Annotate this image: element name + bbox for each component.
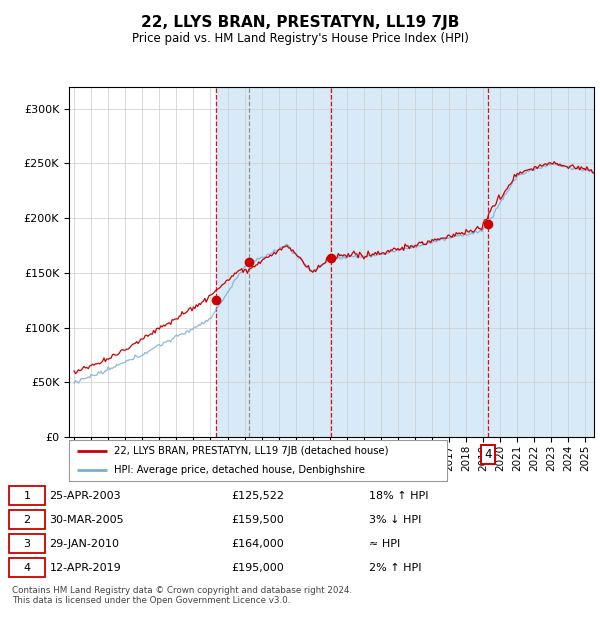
FancyBboxPatch shape: [9, 486, 45, 505]
FancyBboxPatch shape: [9, 534, 45, 553]
Text: £164,000: £164,000: [231, 539, 284, 549]
Text: £159,500: £159,500: [231, 515, 284, 525]
Text: Price paid vs. HM Land Registry's House Price Index (HPI): Price paid vs. HM Land Registry's House …: [131, 32, 469, 45]
Text: 25-APR-2003: 25-APR-2003: [49, 490, 121, 500]
Text: 2: 2: [23, 515, 31, 525]
FancyBboxPatch shape: [9, 510, 45, 529]
Text: 1: 1: [23, 490, 31, 500]
Text: 4: 4: [23, 563, 31, 573]
Text: 22, LLYS BRAN, PRESTATYN, LL19 7JB (detached house): 22, LLYS BRAN, PRESTATYN, LL19 7JB (deta…: [115, 446, 389, 456]
Text: 3: 3: [328, 448, 335, 461]
Text: 3% ↓ HPI: 3% ↓ HPI: [369, 515, 421, 525]
Text: 30-MAR-2005: 30-MAR-2005: [49, 515, 124, 525]
Text: ≈ HPI: ≈ HPI: [369, 539, 400, 549]
Text: 2% ↑ HPI: 2% ↑ HPI: [369, 563, 422, 573]
Bar: [216, 87, 594, 437]
FancyBboxPatch shape: [69, 440, 447, 480]
Text: 22, LLYS BRAN, PRESTATYN, LL19 7JB: 22, LLYS BRAN, PRESTATYN, LL19 7JB: [141, 16, 459, 30]
Text: Contains HM Land Registry data © Crown copyright and database right 2024.
This d: Contains HM Land Registry data © Crown c…: [12, 586, 352, 605]
Text: 1: 1: [212, 448, 220, 461]
Text: 29-JAN-2010: 29-JAN-2010: [49, 539, 119, 549]
Text: £195,000: £195,000: [231, 563, 284, 573]
Text: 18% ↑ HPI: 18% ↑ HPI: [369, 490, 428, 500]
Text: HPI: Average price, detached house, Denbighshire: HPI: Average price, detached house, Denb…: [115, 466, 365, 476]
Text: 12-APR-2019: 12-APR-2019: [49, 563, 121, 573]
FancyBboxPatch shape: [9, 558, 45, 577]
Text: 2: 2: [245, 448, 253, 461]
Text: 4: 4: [484, 448, 492, 461]
Text: £125,522: £125,522: [231, 490, 284, 500]
Text: 3: 3: [23, 539, 31, 549]
